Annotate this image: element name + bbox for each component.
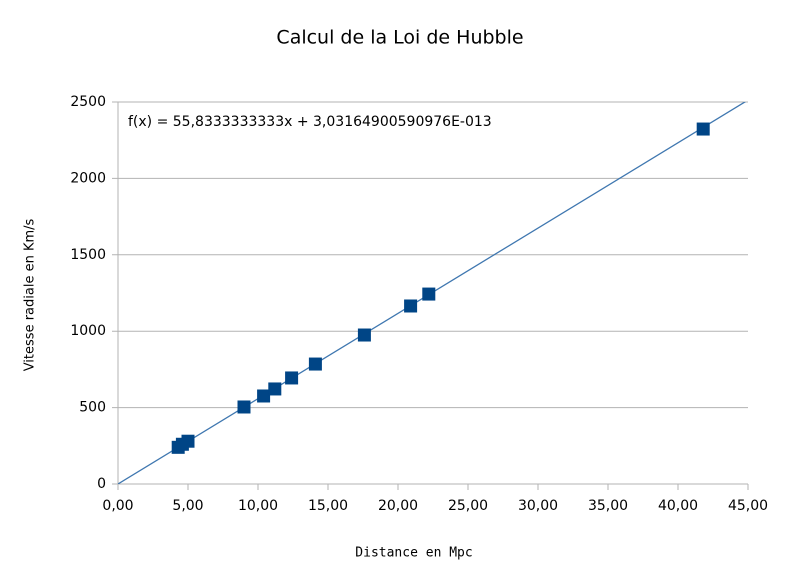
x-tick-label: 45,00: [728, 498, 768, 514]
y-tick-label: 2500: [70, 94, 106, 110]
x-tick-label: 30,00: [518, 498, 558, 514]
y-axis-label: Vitesse radiale en Km/s: [23, 218, 38, 371]
y-tick-label: 1000: [70, 323, 106, 339]
data-point: [268, 382, 282, 396]
data-point: [696, 122, 710, 136]
data-point: [357, 328, 371, 342]
y-tick-label: 1500: [70, 247, 106, 263]
trendline-equation: f(x) = 55,8333333333x + 3,03164900590976…: [128, 114, 492, 130]
data-point: [181, 434, 195, 448]
x-tick-label: 15,00: [308, 498, 348, 514]
x-tick-label: 25,00: [448, 498, 488, 514]
data-point: [404, 299, 418, 313]
x-tick-label: 35,00: [588, 498, 628, 514]
x-tick-label: 40,00: [658, 498, 698, 514]
x-tick-label: 20,00: [378, 498, 418, 514]
y-tick-label: 0: [97, 476, 106, 492]
x-tick-label: 0,00: [102, 498, 133, 514]
y-tick-label: 500: [79, 400, 106, 416]
data-point: [422, 287, 436, 301]
x-tick-label: 10,00: [238, 498, 278, 514]
data-point: [257, 389, 271, 403]
data-point: [308, 357, 322, 371]
data-point: [237, 400, 251, 414]
x-axis-label: Distance en Mpc: [355, 546, 472, 561]
x-tick-label: 5,00: [172, 498, 203, 514]
data-point: [285, 371, 299, 385]
chart-title: Calcul de la Loi de Hubble: [276, 27, 523, 49]
y-tick-label: 2000: [70, 170, 106, 186]
